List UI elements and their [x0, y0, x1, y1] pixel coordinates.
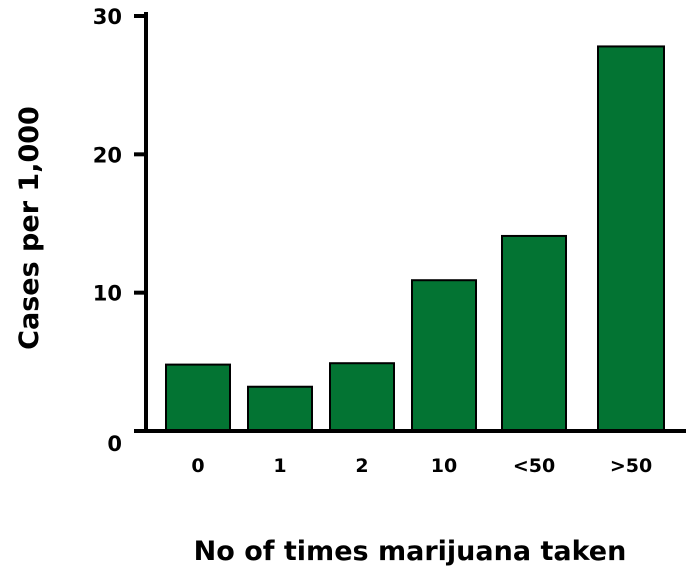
bar-4 — [501, 234, 567, 432]
y-ticks-group: 0 10 20 30 — [93, 5, 146, 456]
y-tick-label: 0 — [107, 432, 122, 456]
bar-2 — [329, 362, 395, 433]
x-tick-label: <50 — [513, 455, 555, 477]
y-tick-label: 30 — [93, 5, 122, 29]
y-axis-title: Cases per 1,000 — [14, 106, 45, 350]
x-tick-label: 2 — [355, 455, 368, 477]
x-tick-label: >50 — [610, 455, 652, 477]
bars-group — [165, 45, 665, 433]
x-tick-label: 1 — [273, 455, 286, 477]
y-tick-label: 20 — [93, 143, 122, 167]
x-tick-label: 0 — [191, 455, 204, 477]
x-tick-label: 10 — [431, 455, 457, 477]
bar-1 — [247, 385, 313, 433]
bar-5 — [597, 45, 665, 433]
bar-0 — [165, 363, 231, 433]
x-labels-group: 0 1 2 10 <50 >50 — [191, 455, 652, 477]
bar-3 — [411, 279, 477, 433]
x-axis-title: No of times marijuana taken — [194, 536, 627, 567]
y-tick-label: 10 — [93, 282, 122, 306]
